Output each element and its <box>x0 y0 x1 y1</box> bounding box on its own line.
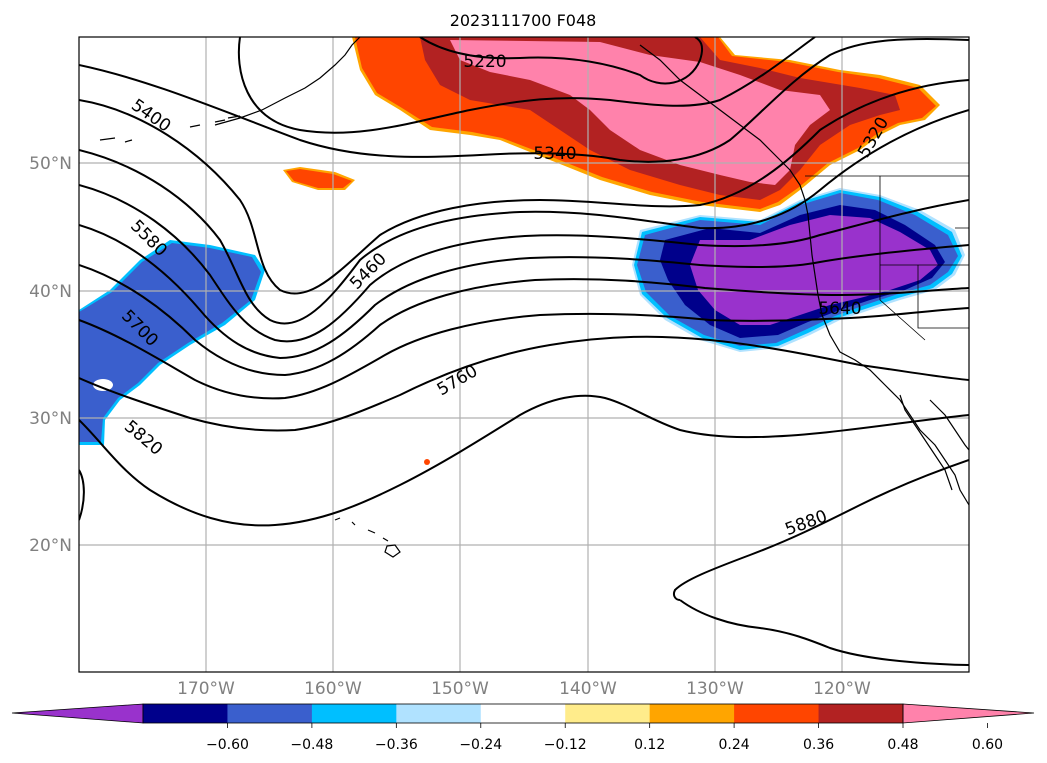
colorbar-segment <box>565 704 651 723</box>
colorbar-segment <box>396 704 482 723</box>
longitude-labels: 170°W 160°W 150°W 140°W 130°W 120°W <box>177 679 871 699</box>
colorbar-segment <box>649 704 735 723</box>
colorbar-extend-right <box>902 703 1035 724</box>
bc-alaska-panhandle-coast <box>639 44 806 201</box>
colorbar-segment <box>227 704 313 723</box>
anomaly-fill-small-0.36 <box>286 169 352 188</box>
contour-5700 <box>79 307 969 400</box>
lat-label-40n: 40°N <box>29 282 72 302</box>
colorbar-tick-label: 0.36 <box>803 737 834 753</box>
colorbar-extend-left <box>11 703 144 724</box>
contour-label-5340: 5340 <box>533 144 576 164</box>
contour-label-5220: 5220 <box>463 52 506 72</box>
contour-5880 <box>672 459 969 666</box>
lon-label-140w: 140°W <box>559 679 617 699</box>
contour-5820 <box>79 394 969 527</box>
colorbar-tick-label: 0.24 <box>719 737 750 753</box>
baja-california-coast <box>899 394 953 491</box>
map-panel: 5220 5340 5320 5400 5460 5580 5640 5700 … <box>79 37 969 672</box>
colorbar-tick-label: 0.12 <box>634 737 665 753</box>
contour-5760 <box>79 335 969 432</box>
colorbar-tick-label: −0.60 <box>206 737 249 753</box>
lon-label-160w: 160°W <box>304 679 362 699</box>
anomaly-fill-neg-west-gap <box>93 379 113 391</box>
gulf-of-california-coast <box>929 399 969 451</box>
lon-label-150w: 150°W <box>431 679 489 699</box>
us-state-borders <box>879 176 969 341</box>
contour-5340 <box>79 37 969 163</box>
colorbar-segment <box>311 704 397 723</box>
contour-5220 <box>419 37 704 85</box>
colorbar-segment <box>143 704 228 723</box>
colorbar-segment <box>818 704 904 723</box>
aleutian-islands <box>99 115 241 143</box>
colorbar: −0.60 −0.48 −0.36 −0.24 −0.12 0.12 0.24 0.36 0.4… <box>11 703 1035 753</box>
colorbar-tick-label: −0.36 <box>375 737 418 753</box>
contour-label-5640: 5640 <box>818 299 861 319</box>
lon-label-130w: 130°W <box>686 679 744 699</box>
colorbar-frame <box>142 703 904 724</box>
colorbar-segment <box>734 704 820 723</box>
colorbar-tick-label: 0.60 <box>972 737 1003 753</box>
colorbar-tick-label: 0.48 <box>887 737 918 753</box>
lon-label-120w: 120°W <box>813 679 871 699</box>
positive-anomaly-shading <box>283 37 940 465</box>
colorbar-tick-label: −0.24 <box>459 737 502 753</box>
colorbar-tick-label: −0.48 <box>290 737 333 753</box>
height-contours <box>79 37 969 666</box>
colorbar-segment <box>480 704 566 723</box>
figure-title: 2023111700 F048 <box>450 11 597 30</box>
hawaiian-islands <box>334 517 401 558</box>
contour-5640 <box>79 264 969 377</box>
contour-5280 <box>237 37 816 134</box>
latitude-labels: 50°N 40°N 30°N 20°N <box>29 154 72 556</box>
contour-5520 <box>79 184 969 343</box>
colorbar-ticks: −0.60 −0.48 −0.36 −0.24 −0.12 0.12 0.24 0.36 0.4… <box>206 723 1003 753</box>
contour-5880-west <box>79 469 85 521</box>
lat-lon-grid <box>79 37 969 672</box>
lon-label-170w: 170°W <box>177 679 235 699</box>
contour-5400 <box>79 79 969 295</box>
contour-5460 <box>79 109 969 325</box>
lat-label-50n: 50°N <box>29 154 72 174</box>
contour-5580 <box>79 224 969 360</box>
anomaly-fill-0.60 <box>450 40 830 185</box>
anomaly-fill-dot <box>424 459 430 465</box>
colorbar-tick-label: −0.12 <box>544 737 587 753</box>
alaska-peninsula-coast <box>214 37 361 126</box>
lat-label-20n: 20°N <box>29 536 72 556</box>
colorbar-segments <box>143 704 904 723</box>
lat-label-30n: 30°N <box>29 409 72 429</box>
anomaly-fill-neg-west-0.36 <box>79 243 261 442</box>
map-frame <box>78 36 970 673</box>
